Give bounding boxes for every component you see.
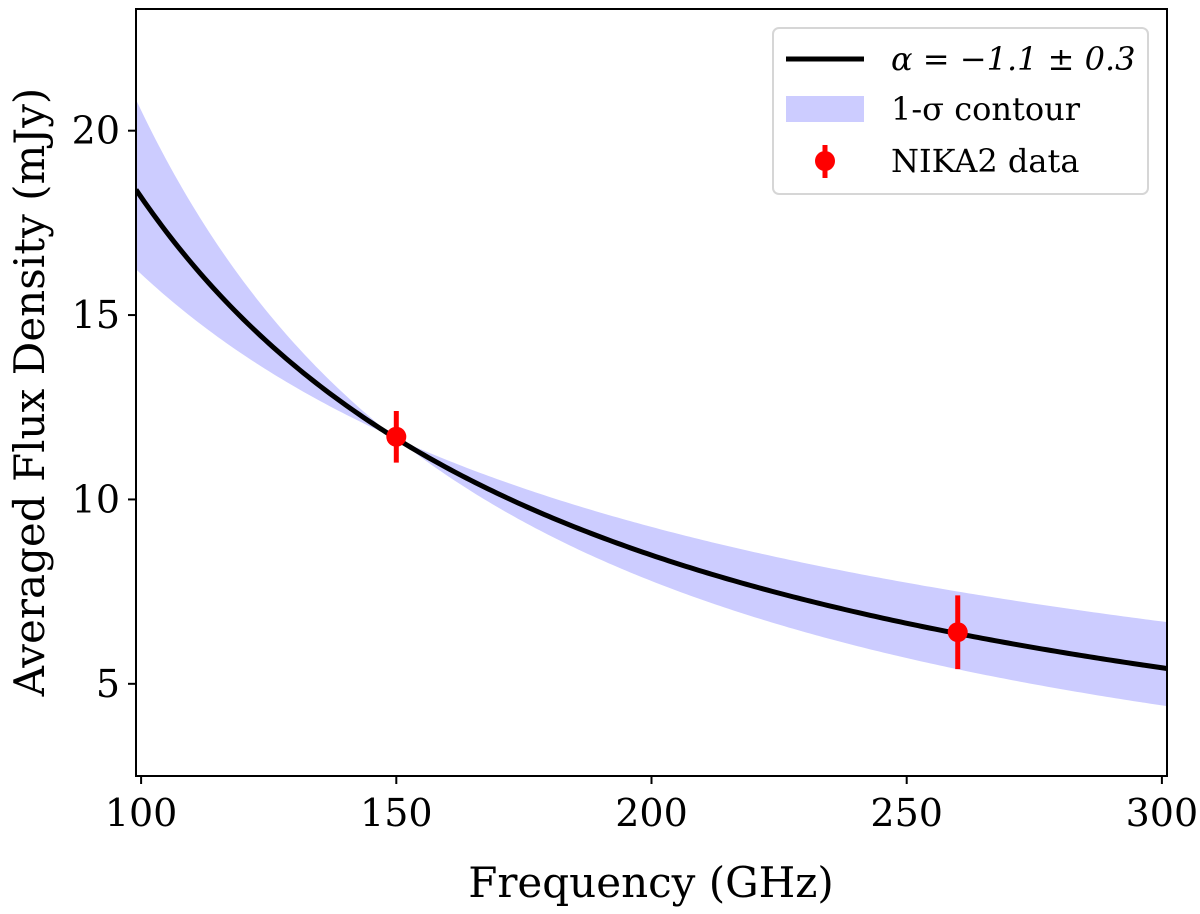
- y-tick-label: 5: [96, 662, 120, 706]
- y-tick-label: 10: [72, 477, 120, 521]
- legend-data-label: NIKA2 data: [891, 142, 1079, 180]
- model-curve: [136, 188, 1167, 671]
- legend-model-label: α = −1.1 ± 0.3: [891, 40, 1136, 78]
- data-points: [386, 410, 968, 670]
- y-axis-ticks: 5 10 15 20: [72, 109, 136, 706]
- data-marker-1: [386, 426, 407, 447]
- x-tick-label: 100: [105, 791, 178, 835]
- legend-band-label: 1-σ contour: [891, 90, 1081, 128]
- x-tick-label: 250: [870, 791, 943, 835]
- x-tick-label: 300: [1126, 791, 1199, 835]
- data-point-2: [947, 595, 968, 670]
- legend-band-swatch: [786, 96, 864, 122]
- x-tick-label: 200: [615, 791, 688, 835]
- legend-box: [772, 27, 1149, 195]
- legend: α = −1.1 ± 0.3 1-σ contour NIKA2 data: [772, 27, 1149, 195]
- y-axis-label: Averaged Flux Density (mJy): [5, 88, 54, 698]
- y-tick-label: 20: [72, 109, 120, 153]
- x-axis-ticks: 100 150 200 250 300: [105, 776, 1198, 835]
- y-tick-label: 15: [72, 293, 120, 337]
- x-tick-label: 150: [360, 791, 433, 835]
- data-point-1: [386, 410, 407, 463]
- legend-data-swatch-marker: [815, 151, 835, 171]
- data-marker-2: [947, 622, 968, 643]
- x-axis-label: Frequency (GHz): [468, 858, 834, 907]
